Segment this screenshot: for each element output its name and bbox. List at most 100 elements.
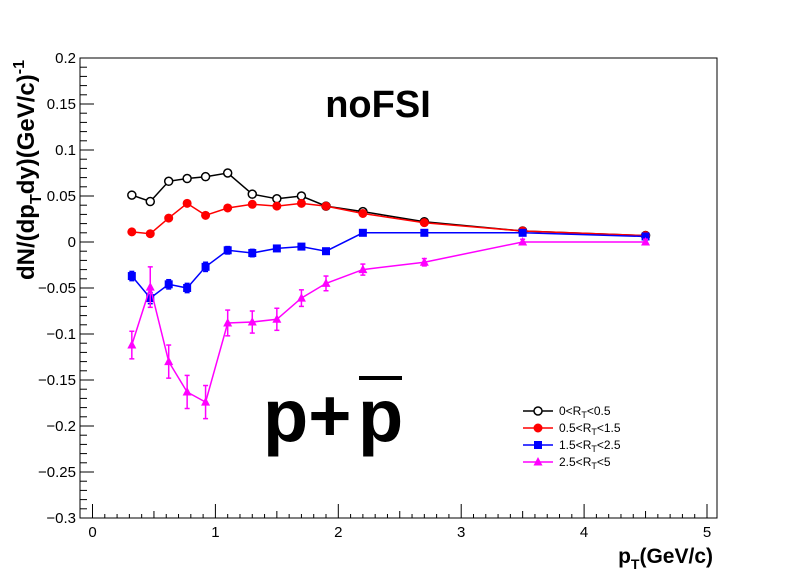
y-tick-label: −0.3: [46, 510, 76, 527]
legend-entry: 0.5<RT<1.5: [523, 421, 621, 437]
legend-label-sub: T: [581, 410, 587, 420]
data-point: [127, 340, 137, 349]
legend-label-a: 0.5<R: [559, 421, 592, 435]
data-point: [164, 280, 173, 289]
reaction-annotation: p+ p: [263, 374, 403, 457]
legend-label-a: 1.5<R: [559, 438, 592, 452]
data-point: [296, 198, 306, 208]
y-axis-title-b: dy)(GeV/c): [13, 74, 40, 194]
axes: 0 1 2 3 4 5 0.2 0.15 0.1 0.05 0 −0.05 −0.1 −0.15 −0.2 −…: [38, 50, 711, 541]
legend-marker: [533, 406, 543, 416]
data-point: [247, 199, 257, 209]
data-point: [182, 386, 192, 396]
data-point: [518, 228, 527, 237]
legend-entry: 1.5<RT<2.5: [523, 438, 621, 454]
legend-entry: 0<RT<0.5: [523, 404, 611, 420]
data-point: [518, 237, 528, 246]
series-line: [131, 172, 646, 237]
legend-marker: [534, 441, 542, 449]
data-point: [296, 191, 307, 201]
data-point: [419, 257, 429, 266]
annotation-right: p: [358, 374, 403, 457]
data-point: [296, 293, 306, 302]
data-point: [183, 284, 192, 292]
legend-label: 0<RT<0.5: [559, 404, 611, 420]
y-tick-label: 0.15: [47, 96, 76, 113]
legend-label-sub: T: [591, 444, 597, 454]
legend-label: 2.5<RT<5: [559, 455, 611, 471]
y-axis-title-sub: T: [28, 194, 45, 204]
data-point: [164, 356, 174, 366]
legend-label-a: 0<R: [559, 404, 582, 418]
series-4: [127, 237, 651, 420]
data-point: [201, 397, 211, 406]
data-point: [223, 317, 233, 327]
legend-marker: [533, 457, 543, 466]
data-point: [223, 203, 233, 213]
y-tick-label: 0.05: [47, 188, 76, 205]
series-line: [131, 241, 646, 404]
data-point: [201, 210, 211, 220]
legend: 0<RT<0.50.5<RT<1.51.5<RT<2.52.5<RT<5: [523, 404, 621, 471]
y-tick-label: −0.25: [38, 464, 76, 481]
data-point: [182, 173, 192, 184]
y-tick-label: −0.2: [46, 418, 76, 435]
data-point: [145, 196, 156, 207]
y-tick-label: 0.2: [55, 50, 76, 67]
data-point: [272, 194, 282, 204]
x-tick-label: 3: [457, 524, 465, 541]
x-axis-title-rest: (GeV/c): [639, 545, 713, 568]
data-point: [145, 229, 155, 239]
x-tick-label: 0: [88, 524, 96, 541]
legend-label-a: 2.5<R: [559, 455, 592, 469]
legend-label-b: <1.5: [597, 421, 621, 435]
chart-title: noFSI: [325, 84, 431, 126]
series-line: [131, 202, 646, 237]
data-point: [163, 176, 174, 187]
data-point: [358, 208, 368, 218]
data-point: [641, 237, 651, 246]
legend-label-sub: T: [591, 461, 597, 471]
data-point: [145, 282, 155, 291]
legend-label-sub: T: [591, 427, 597, 437]
legend-marker: [533, 423, 543, 433]
x-tick-label: 2: [334, 524, 342, 541]
legend-label-b: <0.5: [587, 404, 611, 418]
x-tick-label: 4: [580, 524, 588, 541]
legend-label-b: <5: [597, 455, 611, 469]
data-point: [127, 272, 136, 281]
annotation-left: p+: [263, 374, 351, 457]
series-1: [127, 168, 651, 241]
data-point: [127, 190, 137, 200]
data-point: [420, 228, 429, 237]
y-axis-title-a: dN/(dp: [13, 204, 40, 280]
data-point: [358, 264, 368, 274]
y-axis-title-sup: -1: [11, 60, 28, 74]
data-point: [164, 213, 174, 223]
series-2: [127, 198, 651, 241]
data-point: [358, 228, 367, 237]
y-tick-label: −0.15: [38, 372, 76, 389]
data-point: [321, 201, 331, 211]
data-point: [201, 262, 210, 271]
y-axis-title: dN/(dpTdy)(GeV/c)-1: [11, 60, 45, 280]
data-point: [222, 168, 233, 178]
legend-entry: 2.5<RT<5: [523, 455, 611, 471]
x-axis-title: pT(GeV/c): [618, 545, 713, 572]
data-point: [247, 189, 258, 199]
data-point: [322, 247, 331, 256]
data-point: [248, 249, 257, 258]
data-point: [641, 232, 650, 241]
data-point: [321, 278, 331, 287]
y-tick-label: −0.1: [46, 326, 76, 343]
x-tick-label: 5: [703, 524, 711, 541]
y-tick-label: −0.05: [38, 280, 76, 297]
x-axis-title-main: p: [618, 545, 631, 568]
data-point: [272, 201, 282, 211]
data-point: [223, 246, 232, 255]
y-tick-label: 0.1: [55, 142, 76, 159]
data-point: [272, 244, 281, 253]
legend-label: 1.5<RT<2.5: [559, 438, 621, 454]
data-point: [200, 171, 211, 182]
